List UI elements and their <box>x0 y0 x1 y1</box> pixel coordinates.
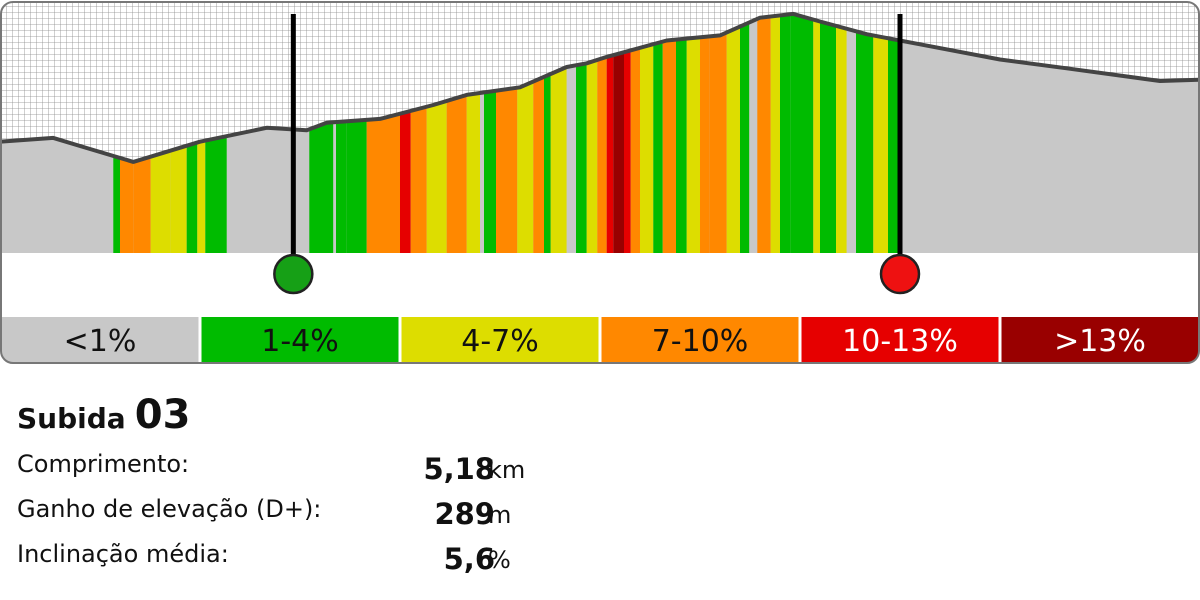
gradient-segment-4 <box>170 145 187 253</box>
stat-length: Comprimento: 5,18 km <box>17 446 717 491</box>
gradient-segment-45 <box>780 14 791 254</box>
climb-info: Subida 03 Comprimento: 5,18 km Ganho de … <box>17 392 717 581</box>
gradient-segment-19 <box>484 90 496 253</box>
legend-swatch-2 <box>401 317 599 363</box>
gradient-segment-18 <box>480 92 484 254</box>
stat-elevation-gain: Ganho de elevação (D+): 289 m <box>17 491 717 536</box>
gradient-segment-12 <box>366 113 400 253</box>
legend-label-3: 7-10% <box>652 324 749 359</box>
stat-avg-grade-value: 5,6 <box>443 542 495 576</box>
gradient-segment-42 <box>749 18 758 254</box>
gradient-segment-17 <box>466 93 480 253</box>
gradient-segment-30 <box>613 52 624 254</box>
gradient-segment-6 <box>197 140 206 253</box>
gradient-segment-52 <box>873 35 888 254</box>
gradient-segment-14 <box>410 106 427 253</box>
gradient-segment-49 <box>836 25 847 253</box>
stat-length-unit: km <box>488 456 526 484</box>
gradient-segment-46 <box>790 14 814 254</box>
gradient-segment-7 <box>205 136 227 253</box>
legend-label-1: 1-4% <box>261 324 339 359</box>
gradient-segment-32 <box>630 47 640 253</box>
gradient-segment-48 <box>820 21 836 253</box>
gradient-segment-10 <box>336 121 347 253</box>
legend-swatch-4 <box>801 317 999 363</box>
gradient-segments <box>113 14 900 254</box>
gradient-segment-28 <box>597 56 607 254</box>
elevation-profile-chart: <1% 1-4% 4-7% 7-10% 10-13% >13% <box>0 1 1200 364</box>
gradient-segment-5 <box>186 142 198 253</box>
stat-avg-grade-unit: % <box>488 546 511 574</box>
stat-avg-grade-label: Inclinação média: <box>17 540 229 568</box>
legend-label-5: >13% <box>1054 324 1146 359</box>
elevation-line <box>1 11 1199 164</box>
gradient-segment-1 <box>120 157 134 253</box>
gradient-segment-53 <box>888 38 900 254</box>
gradient-segment-36 <box>676 38 687 253</box>
gradient-segment-44 <box>770 15 780 254</box>
gradient-segment-26 <box>576 63 587 253</box>
gradient-segment-0 <box>113 156 120 253</box>
gradient-segment-35 <box>662 39 676 253</box>
climb-end-marker <box>879 253 921 295</box>
legend-swatch-0 <box>1 317 199 363</box>
climb-number: 03 <box>134 392 191 438</box>
stat-elevation-gain-unit: m <box>488 501 512 529</box>
legend-label-2: 4-7% <box>461 324 539 359</box>
climb-title-word: Subida <box>17 402 126 435</box>
gradient-segment-41 <box>740 22 750 254</box>
legend-label-0: <1% <box>64 324 137 359</box>
gradient-segment-31 <box>624 50 631 253</box>
gradient-segment-51 <box>856 31 874 253</box>
gradient-segment-9 <box>333 122 336 253</box>
gradient-segment-39 <box>709 32 727 253</box>
legend-label-4: 10-13% <box>842 324 958 359</box>
climb-start-marker <box>273 253 314 295</box>
stat-avg-grade: Inclinação média: 5,6 % <box>17 536 717 581</box>
gradient-segment-37 <box>686 37 700 253</box>
gradient-segment-29 <box>606 55 614 253</box>
gradient-segment-24 <box>550 67 567 253</box>
gradient-segment-21 <box>517 81 534 253</box>
stat-elevation-gain-label: Ganho de elevação (D+): <box>17 495 322 523</box>
gradient-segment-47 <box>813 19 820 253</box>
gradient-segment-34 <box>653 41 663 253</box>
gradient-segment-33 <box>640 44 654 253</box>
gradient-segment-11 <box>346 119 367 254</box>
legend-swatch-3 <box>601 317 799 363</box>
gradient-segment-8 <box>309 122 334 253</box>
gradient-segment-40 <box>726 26 740 253</box>
gradient-segment-50 <box>846 28 856 254</box>
gradient-segment-20 <box>496 87 518 253</box>
legend-swatch-1 <box>201 317 399 363</box>
stat-length-value: 5,18 <box>423 452 495 486</box>
gradient-segment-15 <box>426 100 447 254</box>
gradient-segment-23 <box>544 74 551 253</box>
gradient-segment-38 <box>700 36 710 254</box>
gradient-segment-2 <box>133 156 151 253</box>
gradient-legend: <1% 1-4% 4-7% 7-10% 10-13% >13% <box>1 317 1199 363</box>
legend-swatch-5 <box>1001 317 1199 363</box>
gradient-segment-27 <box>586 59 598 254</box>
gradient-segment-43 <box>757 16 771 253</box>
stat-length-label: Comprimento: <box>17 450 190 478</box>
gradient-segment-22 <box>533 76 544 254</box>
gradient-segment-3 <box>150 150 171 253</box>
stat-elevation-gain-value: 289 <box>434 497 495 531</box>
gradient-segment-16 <box>446 94 467 254</box>
climb-title: Subida 03 <box>17 392 717 446</box>
gradient-segment-13 <box>400 110 411 254</box>
gradient-segment-25 <box>566 65 576 253</box>
